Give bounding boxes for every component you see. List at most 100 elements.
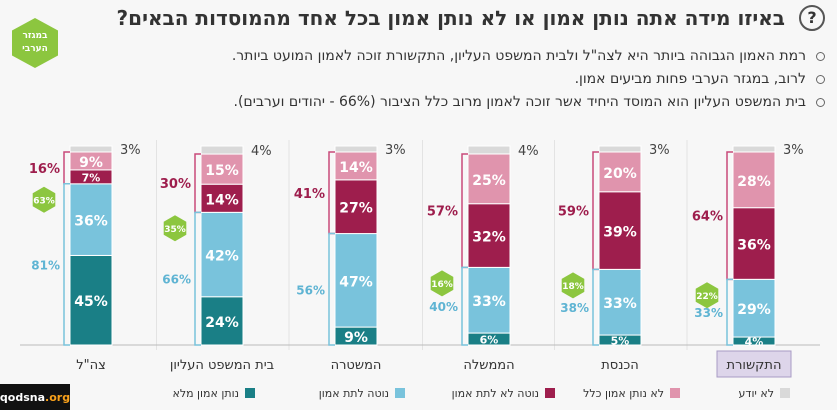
arab-sector-hexagon — [163, 215, 187, 242]
trust-bracket — [194, 211, 201, 346]
data-label: 3% — [783, 143, 804, 158]
total-distrust-label: 16% — [29, 162, 60, 177]
credit-site: qodsna — [0, 390, 46, 404]
category-label: הממשלה — [463, 358, 514, 373]
legend-swatch — [670, 388, 680, 398]
distrust-bracket — [194, 153, 201, 214]
data-label: 36% — [74, 214, 108, 230]
arab-sector-label: 16% — [431, 280, 453, 290]
bar-segment — [334, 145, 378, 153]
trust-bracket — [592, 268, 599, 346]
bar-segment — [200, 145, 244, 155]
bar-segment — [598, 268, 642, 336]
legend-label: לא נותן אמון כלל — [583, 387, 664, 400]
legend-label: נוטה לא לתת אמון — [452, 387, 539, 400]
data-label: 3% — [385, 143, 406, 158]
data-label: 6% — [480, 334, 499, 347]
credit-tld: .org — [45, 390, 71, 404]
bullet-dot-icon — [816, 51, 825, 61]
arab-sector-label: 18% — [562, 282, 584, 292]
bullet-text: בית המשפט העליון הוא המוסד היחיד אשר זוכ… — [233, 94, 807, 110]
site-credit: qodsna .org — [0, 384, 70, 410]
bullet-text: לרוב, במגזר הערבי פחות מביעים אמון. — [574, 71, 806, 87]
bar-segment — [598, 191, 642, 270]
data-label: 4% — [518, 144, 539, 159]
total-distrust-label: 64% — [692, 210, 723, 225]
data-label: 27% — [339, 201, 373, 217]
bullet-dot-icon — [816, 74, 825, 84]
legend-swatch — [395, 388, 405, 398]
data-label: 45% — [74, 294, 108, 310]
legend-label: לא יודע — [739, 387, 774, 400]
data-label: 14% — [205, 192, 239, 208]
data-label: 24% — [205, 315, 239, 331]
distrust-bracket — [592, 151, 599, 271]
distrust-bracket — [63, 151, 70, 185]
bar-segment — [334, 233, 378, 328]
legend-swatch — [780, 388, 790, 398]
bullet-item: לרוב, במגזר הערבי פחות מביעים אמון. — [232, 71, 825, 94]
distrust-bracket — [461, 153, 468, 269]
total-trust-label: 40% — [429, 300, 458, 314]
category-label: התקשורת — [727, 358, 782, 373]
legend-swatch — [545, 388, 555, 398]
data-label: 3% — [649, 143, 670, 158]
total-distrust-label: 41% — [294, 187, 325, 202]
total-distrust-label: 57% — [427, 205, 458, 220]
total-distrust-label: 59% — [558, 205, 589, 220]
data-label: 39% — [603, 225, 637, 241]
trust-bracket — [328, 232, 335, 346]
total-trust-label: 56% — [296, 283, 325, 297]
distrust-bracket — [328, 151, 335, 235]
data-label: 42% — [205, 249, 239, 265]
data-label: 5% — [611, 335, 630, 348]
bar-segment — [200, 211, 244, 298]
bullet-item: בית המשפט העליון הוא המוסד היחיד אשר זוכ… — [232, 94, 825, 117]
bar-segment — [598, 145, 642, 153]
bar-segment — [467, 153, 511, 205]
trust-bracket — [63, 183, 70, 346]
bar-segment — [732, 278, 776, 338]
bar-segment — [200, 183, 244, 213]
bar-segment — [732, 145, 776, 153]
highlighted-category-box — [716, 350, 792, 378]
data-label: 3% — [120, 143, 141, 158]
total-trust-label: 66% — [162, 273, 191, 287]
data-label: 29% — [737, 302, 771, 318]
question-mark-icon: ? — [799, 5, 825, 31]
data-label: 20% — [603, 166, 637, 182]
bar-segment — [69, 145, 113, 153]
trust-bracket — [726, 278, 733, 346]
data-label: 9% — [344, 330, 368, 346]
arab-sector-label: 22% — [696, 292, 718, 302]
bar-segment — [200, 153, 244, 185]
bar-segment — [334, 179, 378, 235]
arab-sector-hexagon — [695, 282, 719, 309]
bar-segment — [467, 145, 511, 155]
data-label: 15% — [205, 163, 239, 179]
trust-bracket — [461, 266, 468, 346]
data-label: 7% — [82, 171, 101, 184]
bar-segment — [732, 151, 776, 209]
bar-segment — [467, 203, 511, 268]
legend-label: נוטה לתת אמון — [319, 387, 389, 400]
bar-segment — [732, 207, 776, 280]
arab-sector-hexagon — [561, 272, 585, 299]
category-label: צה"ל — [76, 358, 106, 373]
arab-sector-hexagon — [430, 270, 454, 297]
data-label: 14% — [339, 160, 373, 176]
arab-sector-label: 35% — [164, 225, 186, 235]
category-label: המשטרה — [331, 358, 382, 373]
page-title: באיזו מידה אתה נותן אמון או לא נותן אמון… — [116, 6, 785, 30]
bullet-item: רמת האמון הגבוהה ביותר היא לצה"ל ולבית ה… — [232, 48, 825, 71]
total-trust-label: 81% — [31, 258, 60, 272]
data-label: 33% — [472, 294, 506, 310]
total-trust-label: 38% — [560, 301, 589, 315]
bullet-dot-icon — [816, 97, 825, 107]
data-label: 25% — [472, 173, 506, 189]
arab-sector-hexagon — [32, 186, 56, 213]
data-label: 4% — [251, 144, 272, 159]
arab-sector-label: 63% — [33, 196, 55, 206]
